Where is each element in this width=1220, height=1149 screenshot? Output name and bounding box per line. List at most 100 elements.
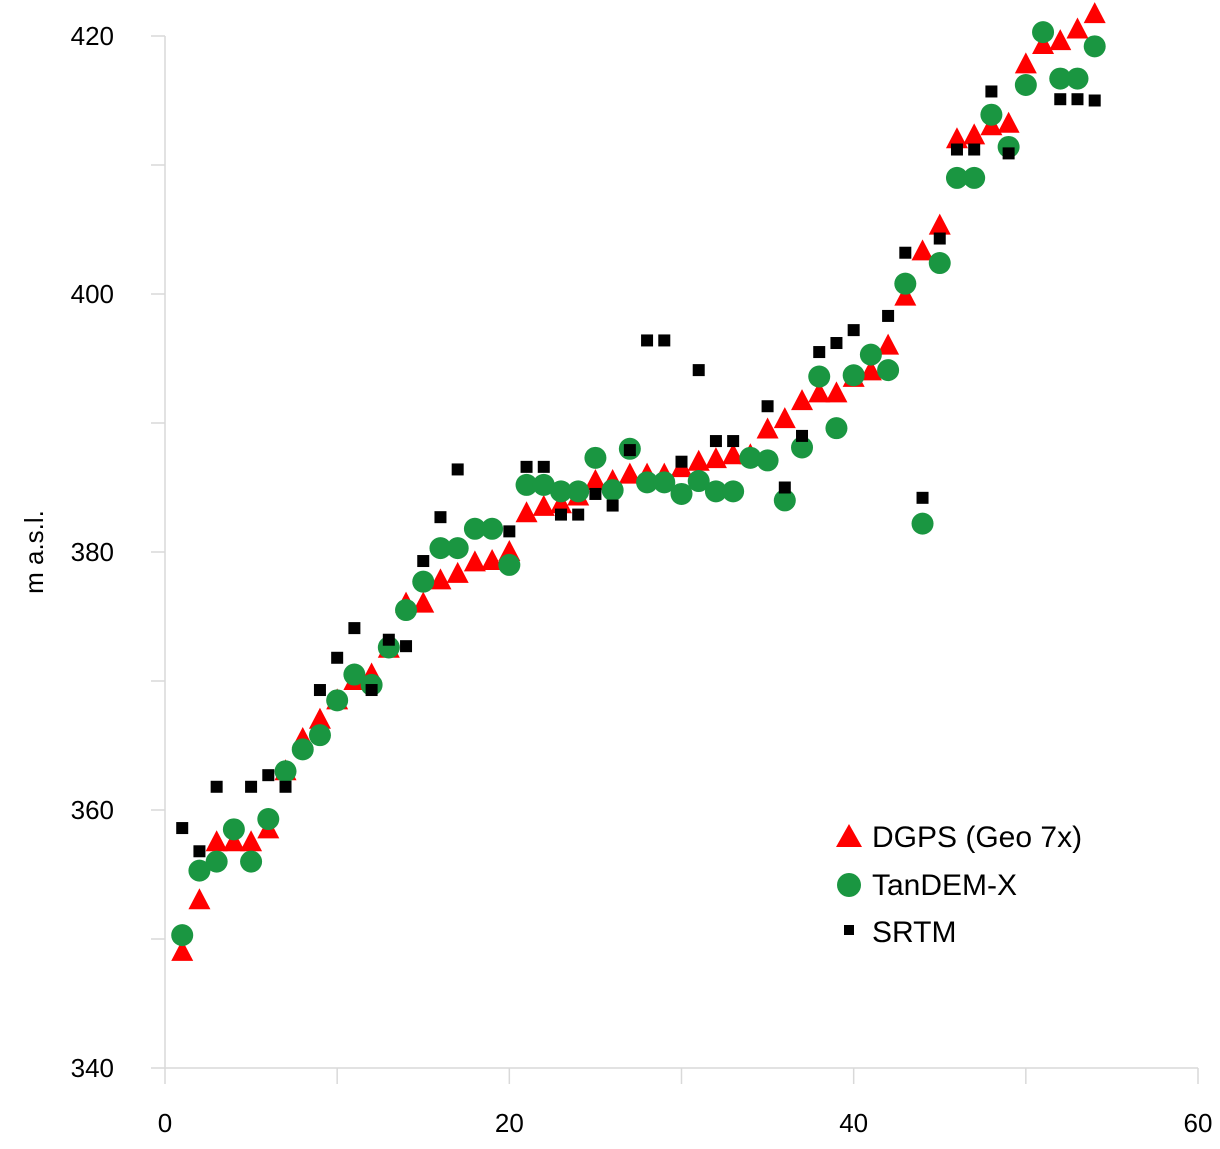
legend-triangle-marker bbox=[836, 824, 862, 847]
y-tick-label: 360 bbox=[71, 795, 114, 825]
y-ticks: 340 360 380 400 420 bbox=[71, 21, 165, 1083]
data-point bbox=[279, 780, 292, 793]
x-tick-label: 20 bbox=[495, 1108, 524, 1138]
data-point bbox=[343, 663, 366, 686]
data-point bbox=[274, 760, 297, 783]
data-point bbox=[756, 417, 779, 439]
data-point bbox=[933, 232, 946, 245]
data-point bbox=[778, 481, 791, 494]
data-point bbox=[463, 550, 486, 572]
legend-circle-marker bbox=[837, 873, 861, 897]
legend: DGPS (Geo 7x) TanDEM-X SRTM bbox=[836, 821, 1082, 949]
data-point bbox=[773, 489, 796, 512]
data-point bbox=[503, 525, 516, 538]
data-point bbox=[859, 343, 882, 366]
data-point bbox=[985, 85, 998, 98]
data-point bbox=[1054, 93, 1067, 106]
data-point bbox=[911, 239, 934, 261]
x-tick-label: 0 bbox=[158, 1108, 172, 1138]
data-point bbox=[365, 684, 378, 697]
data-point bbox=[313, 684, 326, 697]
data-point bbox=[171, 924, 194, 947]
data-point bbox=[1032, 33, 1055, 55]
data-point bbox=[412, 591, 435, 613]
data-point bbox=[687, 449, 710, 471]
data-point bbox=[928, 252, 951, 275]
data-point bbox=[240, 850, 263, 873]
data-point bbox=[549, 492, 572, 514]
data-point bbox=[606, 499, 619, 512]
data-point bbox=[205, 830, 228, 852]
data-point bbox=[791, 389, 814, 411]
series-square-markers bbox=[176, 85, 1101, 858]
data-point bbox=[1066, 17, 1089, 39]
plot-points bbox=[171, 2, 1106, 961]
data-point bbox=[584, 469, 607, 491]
data-point bbox=[1014, 52, 1037, 74]
data-point bbox=[395, 599, 418, 622]
data-point bbox=[636, 471, 659, 494]
y-tick-label: 420 bbox=[71, 21, 114, 51]
data-point bbox=[911, 512, 934, 535]
data-point bbox=[417, 555, 430, 568]
data-point bbox=[928, 213, 951, 235]
data-point bbox=[1049, 29, 1072, 51]
data-point bbox=[692, 364, 705, 377]
data-point bbox=[434, 511, 447, 524]
data-point bbox=[567, 480, 590, 503]
data-point bbox=[1032, 21, 1055, 44]
y-axis-title: m a.s.l. bbox=[19, 510, 49, 594]
data-point bbox=[520, 460, 533, 473]
data-point bbox=[773, 407, 796, 429]
data-point bbox=[808, 381, 831, 403]
data-point bbox=[326, 689, 349, 712]
data-point bbox=[308, 707, 331, 729]
data-point bbox=[240, 830, 263, 852]
data-point bbox=[446, 537, 469, 560]
data-point bbox=[653, 471, 676, 494]
data-point bbox=[1083, 35, 1106, 58]
data-point bbox=[1088, 94, 1101, 107]
data-point bbox=[1066, 67, 1089, 90]
data-point bbox=[205, 850, 228, 873]
data-point bbox=[554, 508, 567, 521]
data-point bbox=[899, 246, 912, 259]
data-point bbox=[859, 359, 882, 381]
data-point bbox=[1002, 147, 1015, 160]
data-point bbox=[756, 449, 779, 472]
data-point bbox=[980, 103, 1003, 126]
data-point bbox=[171, 939, 194, 961]
y-tick-label: 380 bbox=[71, 537, 114, 567]
data-point bbox=[739, 446, 762, 469]
legend-square-marker bbox=[844, 925, 854, 935]
data-point bbox=[842, 364, 865, 387]
data-point bbox=[894, 272, 917, 295]
data-point bbox=[675, 455, 688, 468]
legend-label-srtm: SRTM bbox=[872, 916, 956, 949]
data-point bbox=[877, 333, 900, 355]
data-point bbox=[348, 622, 361, 635]
data-point bbox=[825, 417, 848, 440]
data-point bbox=[877, 359, 900, 382]
data-point bbox=[532, 494, 555, 516]
data-point bbox=[950, 143, 963, 156]
data-point bbox=[847, 324, 860, 337]
data-point bbox=[796, 429, 809, 442]
data-point bbox=[808, 365, 831, 388]
series-circle-markers bbox=[171, 21, 1106, 947]
data-point bbox=[412, 570, 435, 593]
data-point bbox=[589, 487, 602, 500]
data-point bbox=[1049, 67, 1072, 90]
data-point bbox=[257, 808, 280, 831]
data-point bbox=[188, 888, 211, 910]
data-point bbox=[968, 143, 981, 156]
data-point bbox=[463, 517, 486, 540]
data-point bbox=[687, 470, 710, 493]
data-point bbox=[791, 436, 814, 459]
data-point bbox=[761, 400, 774, 413]
data-point bbox=[825, 381, 848, 403]
data-point bbox=[291, 738, 314, 761]
data-point bbox=[446, 561, 469, 583]
data-point bbox=[515, 501, 538, 523]
